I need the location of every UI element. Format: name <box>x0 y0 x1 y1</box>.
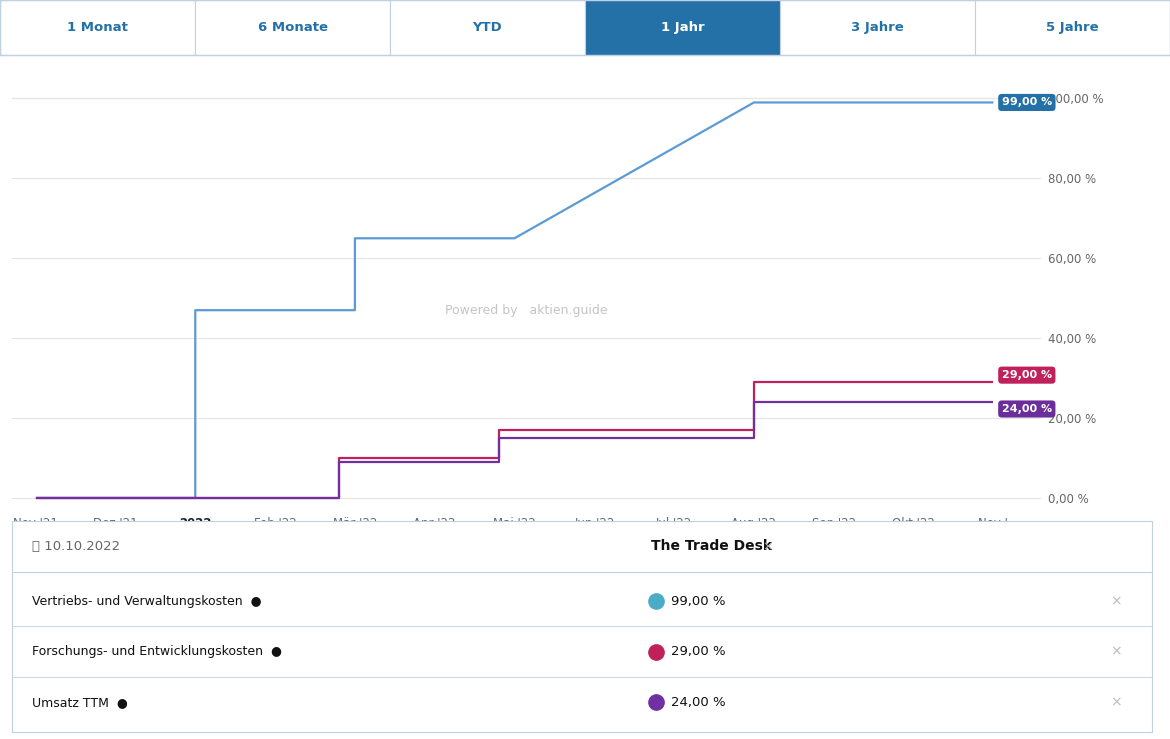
Bar <box>975 0 1170 55</box>
Text: 29,00 %: 29,00 % <box>1002 370 1052 380</box>
Text: 6 Monate: 6 Monate <box>257 21 328 34</box>
Text: 99,00 %: 99,00 % <box>672 595 725 607</box>
Text: 29,00 %: 29,00 % <box>672 645 725 658</box>
Text: The Trade Desk: The Trade Desk <box>651 539 771 554</box>
Text: Vertriebs- und Verwaltungskosten  ●: Vertriebs- und Verwaltungskosten ● <box>33 595 262 607</box>
Text: 24,00 %: 24,00 % <box>672 695 725 709</box>
Text: ×: × <box>759 539 773 553</box>
Text: Powered by   aktien.guide: Powered by aktien.guide <box>446 304 607 317</box>
Text: 24,00 %: 24,00 % <box>1002 404 1052 414</box>
FancyBboxPatch shape <box>12 521 1152 732</box>
Text: 1 Monat: 1 Monat <box>67 21 128 34</box>
Text: Umsatz TTM  ●: Umsatz TTM ● <box>33 695 128 709</box>
Text: 99,00 %: 99,00 % <box>1002 98 1052 107</box>
Text: YTD: YTD <box>473 21 502 34</box>
Text: 5 Jahre: 5 Jahre <box>1046 21 1099 34</box>
Text: ×: × <box>1110 644 1122 658</box>
Text: ×: × <box>1110 695 1122 709</box>
Bar <box>195 0 390 55</box>
Bar <box>780 0 975 55</box>
Text: Forschungs- und Entwicklungskosten  ●: Forschungs- und Entwicklungskosten ● <box>33 645 282 658</box>
Bar <box>390 0 585 55</box>
Bar <box>585 0 780 55</box>
Text: 📅 10.10.2022: 📅 10.10.2022 <box>33 539 121 553</box>
Bar <box>0 0 195 55</box>
Text: 1 Jahr: 1 Jahr <box>661 21 704 34</box>
Text: ×: × <box>1110 594 1122 608</box>
Text: 3 Jahre: 3 Jahre <box>851 21 904 34</box>
